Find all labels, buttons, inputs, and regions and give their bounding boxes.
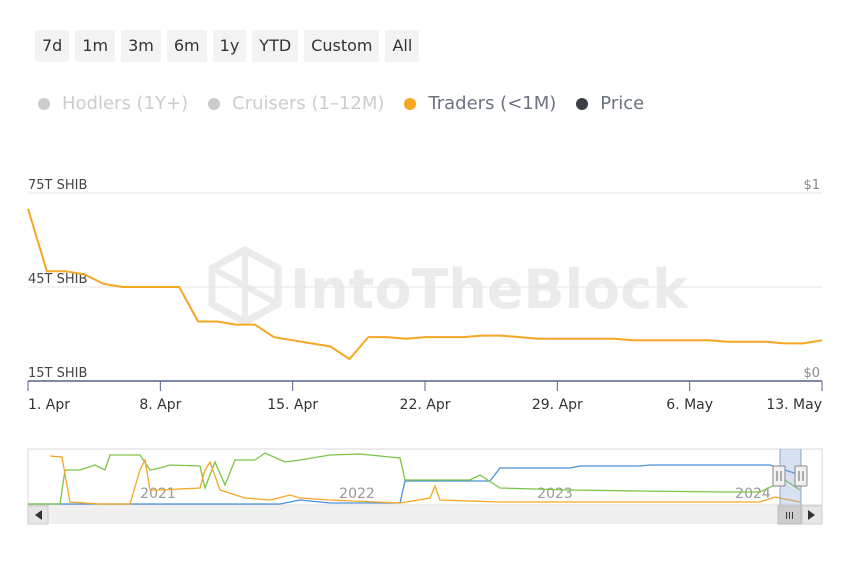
x-tick-label: 13. May: [766, 397, 822, 413]
legend-item[interactable]: Hodlers (1Y+): [38, 93, 188, 114]
navigator-traders-line: [49, 455, 801, 505]
watermark: IntoTheBlock: [208, 246, 689, 326]
watermark-text: IntoTheBlock: [290, 258, 689, 321]
range-button-ytd[interactable]: YTD: [252, 30, 299, 62]
x-tick-label: 1. Apr: [28, 397, 70, 413]
scroll-right-button[interactable]: [801, 505, 823, 525]
scrollbar-thumb[interactable]: [777, 505, 802, 525]
range-button-6m[interactable]: 6m: [166, 30, 207, 62]
navigator-right-handle[interactable]: [794, 465, 808, 487]
legend-item[interactable]: Price: [576, 93, 644, 114]
range-button-7d[interactable]: 7d: [35, 30, 70, 62]
legend-dot-icon: [576, 97, 589, 110]
range-button-1y[interactable]: 1y: [212, 30, 247, 62]
legend: Hodlers (1Y+) Cruisers (1–12M) Traders (<1…: [38, 93, 644, 114]
navigator-year-label: 2022: [339, 486, 375, 502]
navigator-year-labels: 2021 2022 2023 2024: [140, 486, 771, 502]
x-tick-label: 8. Apr: [139, 397, 181, 413]
range-button-3m[interactable]: 3m: [121, 30, 161, 62]
navigator-year-label: 2024: [735, 486, 771, 502]
legend-label: Hodlers (1Y+): [62, 93, 189, 114]
y-tick-label: 45T SHIB: [28, 272, 87, 287]
scrollbar-grip-icon: III: [785, 511, 794, 522]
x-tick-label: 15. Apr: [267, 397, 318, 413]
x-tick-label: 22. Apr: [400, 397, 451, 413]
y-tick-label: 75T SHIB: [28, 178, 87, 193]
navigator-hodlers-line: [28, 464, 801, 505]
navigator-left-handle[interactable]: [772, 465, 786, 487]
navigator-cruisers-line: [28, 452, 801, 505]
series-layer: [27, 208, 823, 361]
legend-item[interactable]: Traders (<1M): [404, 93, 556, 114]
legend-label: Cruisers (1–12M): [232, 93, 385, 114]
y-axis-left-labels: 75T SHIB 45T SHIB 15T SHIB: [28, 178, 87, 381]
range-button-all[interactable]: All: [385, 30, 420, 62]
navigator-selection[interactable]: [780, 449, 801, 505]
chevron-right-icon: [808, 510, 815, 520]
y-right-tick-label: $0: [803, 366, 820, 381]
legend-dot-icon: [208, 97, 221, 110]
navigator-year-label: 2023: [537, 486, 573, 502]
legend-label: Traders (<1M): [428, 93, 557, 114]
navigator-year-label: 2021: [140, 486, 176, 502]
main-chart: IntoTheBlock 75T SHIB 45T SHIB 15T SHIB $1…: [27, 178, 823, 413]
legend-dot-icon: [404, 97, 417, 110]
legend-dot-icon: [38, 97, 50, 110]
y-tick-label: 15T SHIB: [28, 366, 87, 381]
x-tick-label: 29. Apr: [532, 397, 583, 413]
range-button-1m[interactable]: 1m: [75, 30, 116, 62]
y-axis-right-labels: $1 $0: [803, 178, 820, 381]
legend-label: Price: [600, 93, 645, 114]
legend-item[interactable]: Cruisers (1–12M): [208, 93, 384, 114]
chevron-left-icon: [35, 510, 42, 520]
scrollbar-track[interactable]: [28, 506, 822, 524]
scroll-left-button[interactable]: [27, 505, 49, 525]
navigator-frame: [27, 448, 823, 506]
series-line-traders[interactable]: [27, 208, 823, 361]
y-right-tick-label: $1: [803, 178, 820, 193]
range-button-custom[interactable]: Custom: [304, 30, 380, 62]
range-selector: 7d 1m 3m 6m 1y YTD Custom All: [35, 30, 420, 62]
x-axis-ticks: 1. Apr 8. Apr 15. Apr 22. Apr 29. Apr 6. May 1…: [27, 381, 823, 413]
x-tick-label: 6. May: [666, 397, 713, 413]
